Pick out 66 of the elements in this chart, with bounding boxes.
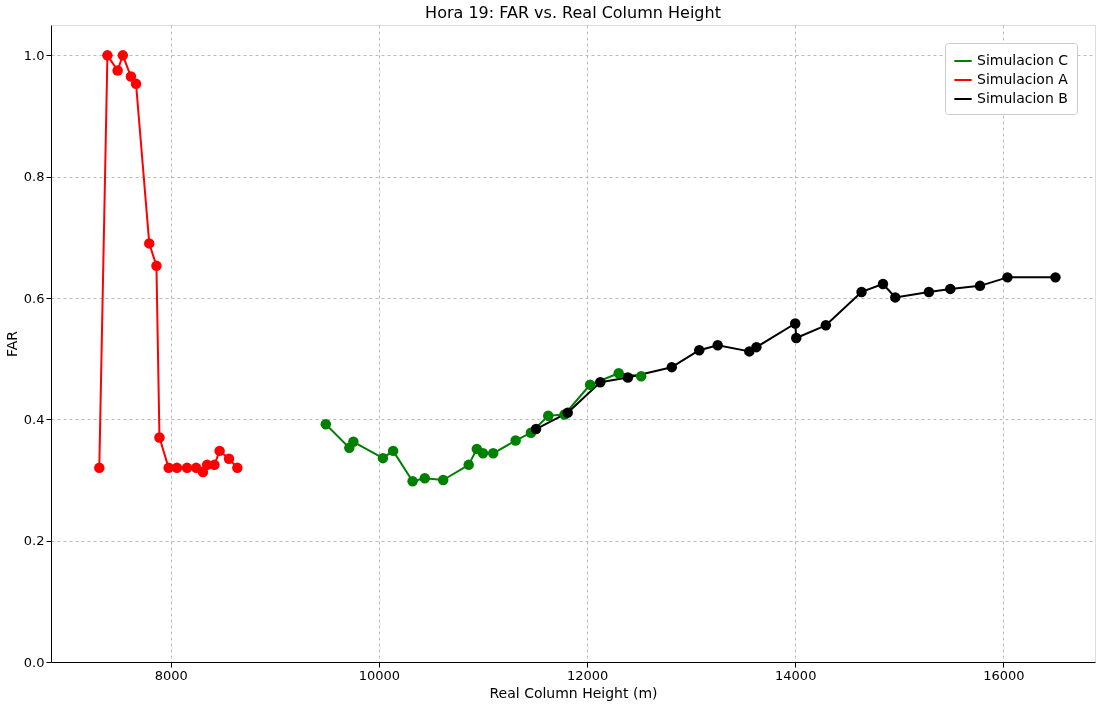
point bbox=[1002, 272, 1013, 283]
chart-title: Hora 19: FAR vs. Real Column Height bbox=[425, 3, 721, 22]
point bbox=[223, 453, 235, 464]
x-axis-title: Real Column Height (m) bbox=[489, 684, 658, 701]
point bbox=[666, 361, 678, 373]
point bbox=[890, 292, 901, 303]
point bbox=[463, 459, 474, 471]
point bbox=[856, 286, 867, 298]
point bbox=[197, 466, 209, 478]
y-tick-label: 0.2 bbox=[23, 533, 45, 549]
point bbox=[387, 445, 399, 457]
point bbox=[125, 71, 137, 82]
y-axis-title: FAR bbox=[3, 330, 20, 358]
point bbox=[94, 462, 105, 474]
point bbox=[181, 462, 193, 474]
y-tick-label: 0.8 bbox=[23, 169, 45, 185]
x-tick-label: 14000 bbox=[775, 667, 817, 683]
point bbox=[407, 475, 418, 487]
point bbox=[144, 238, 155, 249]
point bbox=[751, 341, 762, 353]
point bbox=[320, 418, 332, 430]
point bbox=[820, 320, 832, 331]
point bbox=[791, 332, 802, 344]
point bbox=[487, 448, 499, 459]
x-tick-label: 12000 bbox=[566, 667, 609, 683]
x-tick-label: 8000 bbox=[154, 667, 188, 683]
point bbox=[112, 65, 123, 76]
point bbox=[1050, 272, 1061, 283]
point bbox=[789, 318, 801, 329]
point bbox=[510, 435, 521, 446]
point bbox=[214, 445, 225, 457]
legend-label: Simulacion A bbox=[977, 71, 1069, 87]
point bbox=[117, 50, 129, 61]
point bbox=[348, 436, 359, 448]
point bbox=[923, 286, 935, 298]
point bbox=[974, 280, 986, 292]
y-tick-label: 0.4 bbox=[23, 411, 45, 427]
point bbox=[151, 260, 162, 272]
point bbox=[712, 340, 723, 351]
point bbox=[154, 432, 165, 443]
y-tick-label: 0.0 bbox=[23, 654, 45, 670]
x-tick-label: 10000 bbox=[358, 667, 401, 683]
x-tick-label: 16000 bbox=[983, 667, 1025, 683]
point bbox=[209, 459, 220, 471]
point bbox=[542, 410, 554, 421]
point bbox=[232, 462, 243, 474]
point bbox=[613, 367, 624, 379]
point bbox=[877, 278, 889, 290]
point bbox=[622, 372, 634, 383]
point bbox=[102, 50, 113, 61]
legend-label: Simulacion B bbox=[977, 90, 1068, 106]
point bbox=[530, 423, 542, 435]
point bbox=[635, 371, 647, 382]
y-tick-label: 1.0 bbox=[23, 47, 45, 63]
legend-label: Simulacion C bbox=[977, 52, 1069, 68]
point bbox=[694, 344, 705, 356]
y-tick-label: 0.6 bbox=[23, 290, 45, 306]
point bbox=[171, 462, 183, 474]
point bbox=[130, 78, 142, 90]
point bbox=[419, 472, 431, 484]
point bbox=[945, 283, 956, 295]
point bbox=[437, 474, 449, 486]
point bbox=[377, 452, 389, 464]
point bbox=[477, 448, 489, 459]
point bbox=[595, 377, 606, 388]
point bbox=[584, 379, 596, 390]
